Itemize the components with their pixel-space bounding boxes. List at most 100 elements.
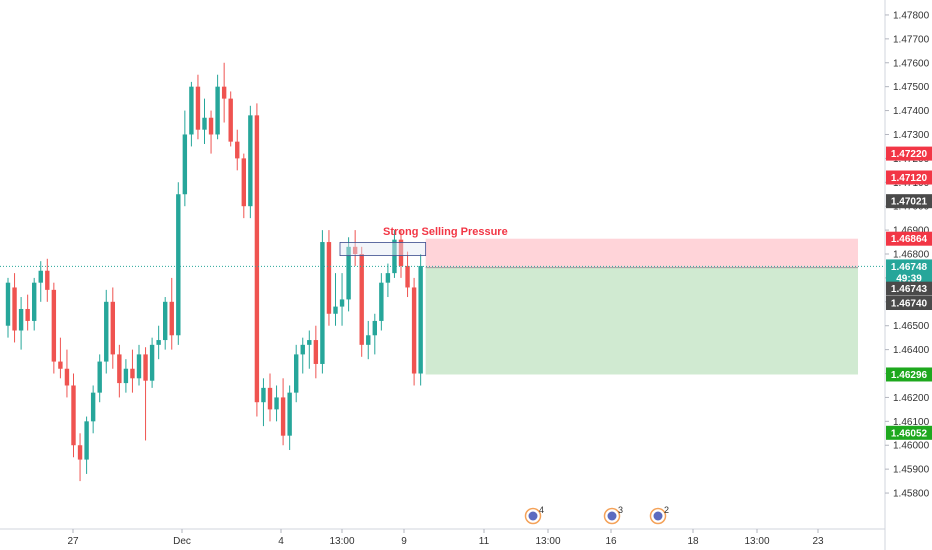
price-tick-label: 1.45900 [893, 465, 930, 476]
price-tag [886, 270, 932, 285]
price-tick-label: 1.47400 [893, 106, 930, 117]
event-count-label: 3 [618, 505, 623, 515]
candle-body [97, 361, 102, 393]
events-group: 4 3 2 [524, 505, 670, 525]
time-tick-label: 13:00 [535, 536, 560, 547]
price-tag [886, 367, 932, 382]
candle-body [90, 392, 96, 422]
candle-body [45, 270, 50, 290]
candle-body [411, 287, 417, 374]
candle-body [5, 282, 11, 326]
candle-body [274, 397, 279, 410]
candle-body [372, 320, 377, 336]
event-marker-icon[interactable]: 3 [603, 505, 624, 525]
candle-body [58, 361, 63, 369]
candle-body [18, 308, 24, 331]
price-tag [886, 194, 932, 209]
candle-body [320, 242, 325, 364]
candle-body [300, 344, 305, 355]
price-tag-label: 1.46052 [891, 428, 928, 439]
candle-body [208, 117, 214, 135]
candle-body [294, 354, 299, 393]
candle-body [123, 368, 129, 384]
event-count-label: 4 [539, 505, 544, 515]
candle-body [84, 421, 89, 460]
price-tick-label: 1.47800 [893, 10, 930, 21]
annotation-label: Strong Selling Pressure [383, 226, 508, 238]
candle-body [254, 115, 260, 403]
candle-body [280, 397, 286, 436]
stop-loss-zone[interactable] [425, 238, 858, 268]
price-tag-label: 1.46296 [891, 370, 928, 381]
candle-body [136, 354, 142, 379]
time-tick-label: 18 [687, 536, 699, 547]
event-count-label: 2 [664, 505, 669, 515]
candle-body [405, 265, 410, 288]
event-marker-icon[interactable]: 2 [649, 505, 670, 525]
candle-body [366, 335, 371, 345]
candle-body [38, 270, 43, 283]
candles-group [5, 62, 423, 482]
candle-body [307, 340, 312, 345]
price-tag [886, 259, 932, 274]
candle-body [156, 340, 161, 345]
candle-body [195, 86, 201, 130]
candle-body [130, 368, 135, 379]
candle-body [352, 246, 358, 254]
price-tag [886, 170, 932, 185]
candle-body [163, 301, 168, 341]
candle-body [221, 86, 227, 99]
time-tick-label: 11 [479, 536, 490, 547]
take-profit-zone[interactable] [425, 267, 858, 375]
candle-body [267, 387, 273, 410]
time-tick-label: 9 [401, 536, 407, 547]
time-tick-label: 13:00 [329, 536, 354, 547]
candle-body [339, 299, 345, 307]
price-tick-label: 1.47700 [893, 34, 930, 45]
price-tick-label: 1.46800 [893, 250, 930, 261]
price-tick-label: 1.46400 [893, 345, 930, 356]
candle-body [12, 287, 17, 331]
candle-body [418, 265, 423, 374]
time-tick-label: 23 [812, 536, 824, 547]
candle-body [359, 254, 364, 345]
candle-body [313, 340, 319, 364]
price-tag-label: 1.46743 [891, 284, 928, 295]
candle-body [71, 385, 76, 446]
event-marker-dot [528, 511, 538, 521]
price-tag [886, 296, 932, 311]
price-tag-label: 1.46740 [891, 299, 928, 310]
time-axis[interactable]: 27 Dec 4 13:00 9 11 13:00 16 18 13:00 23 [67, 529, 824, 547]
price-tag-label: 1.46748 [891, 262, 928, 273]
candle-body [215, 86, 220, 135]
candle-body [346, 246, 351, 300]
price-tag [886, 425, 932, 440]
event-marker-dot [653, 511, 663, 521]
candle-body [326, 242, 332, 314]
candle-body [392, 239, 397, 274]
candle-body [143, 354, 148, 381]
time-tick-label: 4 [278, 536, 284, 547]
event-marker-dot [607, 511, 617, 521]
candle-body [169, 301, 174, 336]
candle-body [385, 273, 391, 283]
price-tag-label: 1.47021 [891, 197, 928, 208]
candle-body [25, 308, 30, 321]
time-tick-label: 16 [605, 536, 617, 547]
price-tag-label: 1.46864 [891, 234, 928, 245]
resistance-zone[interactable] [339, 242, 427, 257]
price-tag [886, 231, 932, 246]
candle-body [64, 368, 70, 386]
time-tick-label: 27 [67, 536, 79, 547]
price-tick-label: 1.47300 [893, 130, 930, 141]
candle-body [176, 194, 181, 336]
candle-body [248, 115, 253, 207]
candle-body [228, 98, 233, 142]
event-marker-icon[interactable]: 4 [524, 505, 545, 525]
price-tick-label: 1.46200 [893, 393, 930, 404]
candle-body [241, 158, 246, 207]
candle-body [235, 141, 240, 159]
price-tick-label: 1.46900 [893, 226, 930, 237]
candle-body [32, 282, 37, 321]
